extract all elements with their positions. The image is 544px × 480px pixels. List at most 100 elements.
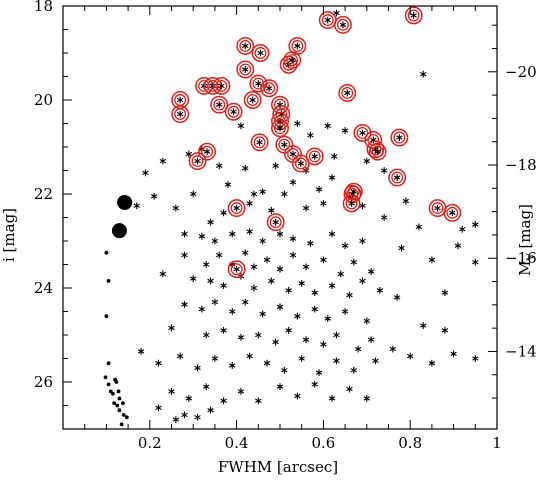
star-point (230, 108, 237, 116)
star-point (189, 275, 197, 282)
small-dot-point (112, 401, 117, 406)
outer-ring (236, 60, 255, 79)
y-tick-label: 20 (34, 91, 53, 109)
outer-ring (343, 185, 362, 203)
star-point (216, 101, 223, 109)
circled-point (390, 128, 409, 147)
star-point (276, 230, 284, 238)
outer-ring (338, 84, 357, 102)
outer-ring (388, 168, 407, 187)
inner-ring (294, 157, 307, 170)
star-point (194, 157, 201, 165)
inner-ring (201, 145, 214, 158)
star-point (272, 338, 279, 346)
star-point (211, 355, 219, 362)
star-point (168, 388, 175, 395)
star-point (185, 395, 193, 402)
star-point (194, 413, 201, 421)
star-point (268, 207, 275, 214)
star-point (224, 181, 232, 188)
star-point (150, 192, 158, 200)
star-point (255, 397, 262, 405)
star-point (189, 190, 197, 198)
star-point (307, 131, 314, 139)
star-point (176, 96, 184, 104)
star-point (263, 359, 271, 367)
star-point (315, 369, 323, 376)
star-point (242, 66, 249, 73)
star-point (333, 331, 340, 339)
small-dot-point (106, 382, 111, 387)
inner-ring (407, 9, 420, 22)
right-tick-label: −18 (505, 156, 537, 174)
circled-point (251, 44, 270, 62)
star-point (250, 263, 258, 271)
outer-ring (390, 128, 409, 147)
star-point (246, 200, 253, 207)
star-point (302, 336, 310, 344)
star-point (450, 350, 457, 358)
star-point (220, 397, 227, 405)
star-point (281, 141, 288, 149)
star-point (328, 395, 336, 402)
star-point (294, 42, 301, 50)
x-axis-label: FWHM [arcsec] (218, 458, 338, 476)
outer-ring (271, 119, 289, 138)
x-tick-label: 0.6 (311, 434, 335, 452)
big-dot-point (117, 194, 133, 210)
inner-ring (345, 197, 358, 210)
star-point (242, 42, 249, 50)
right-tick-label: −20 (505, 63, 537, 81)
small-dot-point (106, 279, 111, 283)
inner-ring (274, 98, 286, 111)
star-point (216, 251, 223, 259)
outer-ring (251, 44, 270, 62)
y-axis-label-right-sub: V (526, 253, 537, 262)
inner-ring (215, 79, 228, 92)
star-point (320, 200, 327, 207)
right-tick-label: −14 (505, 342, 537, 360)
y-axis-label-right-unit: [mag] (516, 204, 534, 248)
small-dot-point (115, 403, 120, 408)
circled-point (212, 76, 231, 95)
outer-ring (227, 260, 246, 279)
inner-ring (286, 54, 299, 67)
outer-ring (443, 203, 462, 222)
circled-point (243, 91, 262, 109)
x-tick-label: 0.2 (138, 434, 162, 452)
inner-ring (253, 136, 266, 149)
circled-point (291, 154, 310, 173)
circled-point (271, 119, 289, 138)
star-point (380, 167, 388, 174)
star-point (250, 284, 258, 292)
star-point (285, 326, 292, 334)
inner-ring (308, 150, 321, 163)
outer-ring (333, 15, 352, 34)
star-point (229, 308, 236, 315)
star-point (220, 282, 227, 290)
star-point (242, 249, 249, 257)
star-point (441, 326, 449, 334)
star-point (159, 157, 167, 165)
star-point (207, 277, 214, 285)
star-point (311, 305, 318, 313)
circled-point (404, 6, 423, 25)
star-point (346, 385, 353, 393)
inner-ring (230, 202, 243, 215)
star-point (220, 209, 227, 217)
star-point (220, 326, 227, 334)
outer-ring (344, 182, 363, 201)
inner-ring (356, 126, 369, 139)
star-point (259, 310, 266, 318)
star-point (354, 345, 362, 353)
circled-point (227, 199, 246, 218)
outer-ring (305, 147, 324, 166)
star-point (363, 317, 371, 325)
star-point (298, 279, 305, 287)
star-point (268, 277, 275, 285)
star-point (472, 221, 479, 228)
star-point (434, 204, 441, 212)
star-point (428, 256, 436, 264)
star-point (311, 153, 318, 160)
star-point (302, 263, 310, 271)
